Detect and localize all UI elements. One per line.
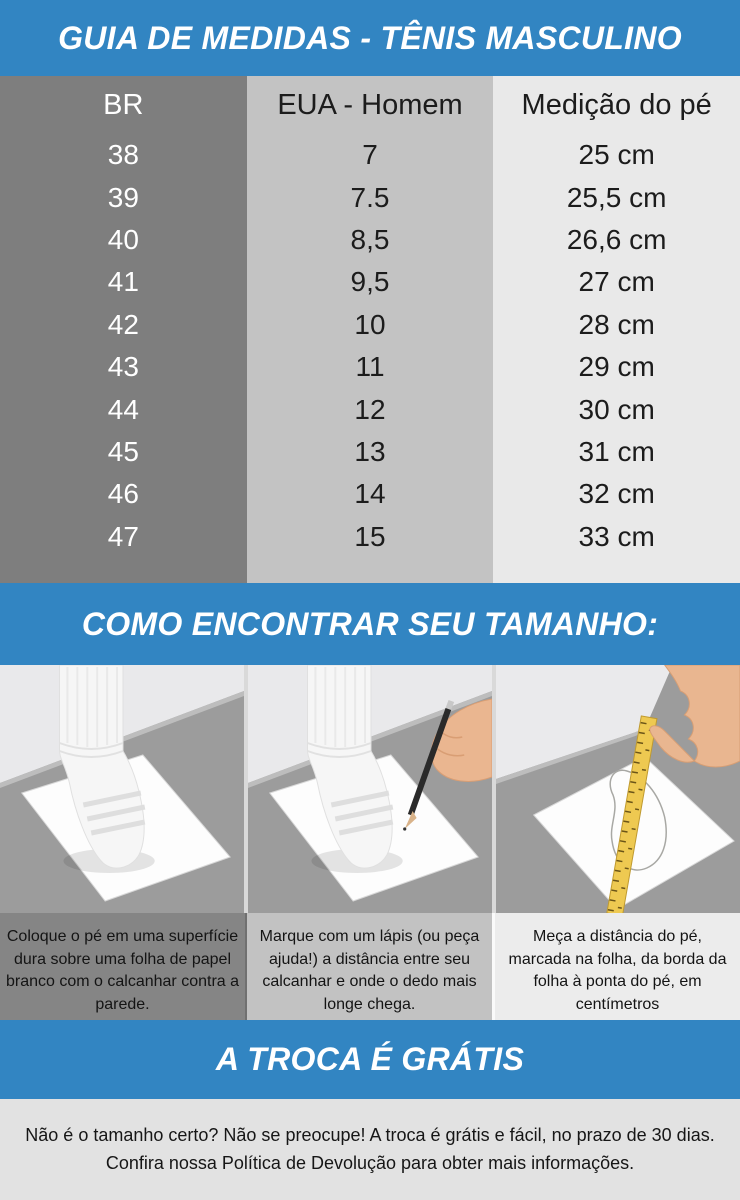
measuring-tape-icon <box>606 715 658 913</box>
size-cell-eua: 7 <box>246 134 494 177</box>
sock-foot-icon <box>307 665 393 869</box>
step-caption-3: Meça a distância do pé, marcada na folha… <box>492 913 740 1020</box>
size-cell-foot: 29 cm <box>493 345 740 389</box>
size-cell-br: 40 <box>0 218 247 262</box>
size-cell-eua: 11 <box>246 345 494 389</box>
size-cell-foot: 26,6 cm <box>493 218 740 262</box>
sock-ribbing <box>314 667 367 747</box>
photo-divider <box>244 665 248 913</box>
size-cell-foot: 25,5 cm <box>493 176 740 219</box>
photo-divider <box>492 665 496 913</box>
size-cell-br: 43 <box>0 345 247 389</box>
sock-cuff <box>59 742 124 758</box>
foot-outline-icon <box>609 769 667 871</box>
size-cell-eua: 9,5 <box>246 261 494 304</box>
photo-step-3 <box>496 665 740 913</box>
exchange-banner: A TROCA É GRÁTIS <box>0 1020 740 1099</box>
size-cell-br: 47 <box>0 515 247 558</box>
size-cell-br: 39 <box>0 176 247 219</box>
size-cell-foot: 33 cm <box>493 515 740 558</box>
exchange-title: A TROCA É GRÁTIS <box>215 1041 525 1077</box>
size-cell-eua: 7.5 <box>246 176 494 219</box>
size-cell-foot: 31 cm <box>493 430 740 474</box>
sock-foot-icon <box>59 665 145 869</box>
size-cell-eua: 13 <box>246 430 494 474</box>
mark-with-pencil-scene <box>248 665 492 913</box>
wall-baseline <box>496 729 645 784</box>
tape-ticks <box>607 721 647 913</box>
pencil-tip <box>404 811 417 829</box>
photo-step-1 <box>0 665 244 913</box>
footer-note-area: Não é o tamanho certo? Não se preocupe! … <box>0 1099 740 1200</box>
header-banner: GUIA DE MEDIDAS - TÊNIS MASCULINO <box>0 0 740 76</box>
column-header-br: BR <box>0 76 247 134</box>
step-photos <box>0 665 740 913</box>
column-header-foot: Medição do pé <box>493 76 740 134</box>
size-cell-eua: 15 <box>246 515 494 558</box>
size-cell-foot: 28 cm <box>493 303 740 346</box>
how-to-title: COMO ENCONTRAR SEU TAMANHO: <box>81 605 659 642</box>
hand-icon <box>663 665 740 768</box>
size-cell-foot: 30 cm <box>493 388 740 431</box>
column-header-eua: EUA - Homem <box>246 76 494 134</box>
sock-cuff <box>307 742 372 758</box>
step-caption-2: Marque com um lápis (ou peça ajuda!) a d… <box>245 913 492 1020</box>
sock-stripes <box>330 790 394 836</box>
wall <box>496 665 673 779</box>
size-cell-br: 45 <box>0 430 247 474</box>
step-captions: Coloque o pé em uma superfície dura sobr… <box>0 913 740 1020</box>
size-cell-br: 38 <box>0 134 247 177</box>
size-cell-foot: 25 cm <box>493 134 740 177</box>
pointing-finger <box>649 725 696 763</box>
size-cell-br: 46 <box>0 473 247 516</box>
size-cell-eua: 10 <box>246 303 494 346</box>
size-cell-br: 44 <box>0 388 247 431</box>
size-cell-br: 41 <box>0 261 247 304</box>
measure-with-tape-scene <box>496 665 740 913</box>
photo-step-2 <box>248 665 492 913</box>
sock-ribbing <box>66 667 119 747</box>
how-to-banner: COMO ENCONTRAR SEU TAMANHO: <box>0 583 740 665</box>
pencil-icon <box>407 707 452 817</box>
size-cell-foot: 27 cm <box>493 261 740 304</box>
sock-stripes <box>82 790 146 836</box>
size-cell-eua: 14 <box>246 473 494 516</box>
step-caption-1: Coloque o pé em uma superfície dura sobr… <box>0 913 245 1020</box>
pencil-lead <box>403 827 407 831</box>
size-cell-eua: 8,5 <box>246 218 494 262</box>
page-title: GUIA DE MEDIDAS - TÊNIS MASCULINO <box>58 19 682 56</box>
size-cell-eua: 12 <box>246 388 494 431</box>
foot-on-paper-scene <box>0 665 244 913</box>
pencil-ferrule <box>445 699 455 711</box>
size-table: BR EUA - Homem Medição do pé 38 7 25 cm … <box>0 76 740 583</box>
size-cell-br: 42 <box>0 303 247 346</box>
size-cell-foot: 32 cm <box>493 473 740 516</box>
footer-note: Não é o tamanho certo? Não se preocupe! … <box>25 1124 715 1173</box>
